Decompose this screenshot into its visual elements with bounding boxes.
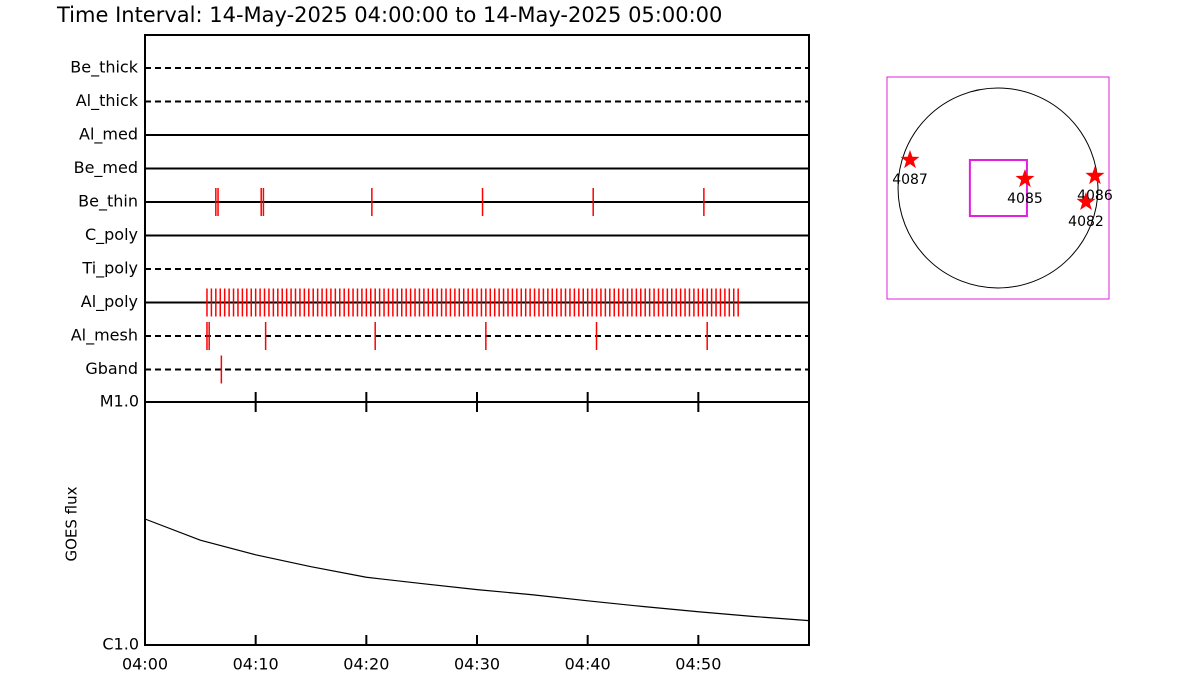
goes-line xyxy=(144,518,810,622)
x-tick-label: 04:20 xyxy=(343,655,389,674)
row-label: Be_thick xyxy=(70,58,138,78)
region-label: 4085 xyxy=(1007,191,1043,207)
region-star xyxy=(1015,169,1035,188)
row-label: Gband xyxy=(85,359,138,378)
row-label: Al_poly xyxy=(81,292,138,312)
row-label: Be_med xyxy=(74,158,138,178)
plot-title: Time Interval: 14-May-2025 04:00:00 to 1… xyxy=(56,3,722,27)
row-label: Be_thin xyxy=(78,192,138,212)
solar-disk xyxy=(897,87,1099,289)
y-tick-label: M1.0 xyxy=(100,392,139,411)
row-label: Al_mesh xyxy=(71,326,138,346)
region-label: 4082 xyxy=(1068,214,1104,230)
row-label: C_poly xyxy=(85,225,138,245)
region-star xyxy=(1085,166,1105,185)
x-tick-label: 04:40 xyxy=(565,655,611,674)
x-tick-label: 04:30 xyxy=(454,655,500,674)
row-label: Al_thick xyxy=(76,91,139,111)
region-label: 4087 xyxy=(892,172,928,188)
x-tick-label: 04:00 xyxy=(122,655,168,674)
field-of-view xyxy=(968,158,1028,218)
row-label: Ti_poly xyxy=(81,259,138,279)
region-star xyxy=(1076,192,1096,210)
row-label: Al_med xyxy=(79,125,138,145)
map-frame xyxy=(886,76,1110,300)
x-tick-label: 04:10 xyxy=(233,655,279,674)
y-tick-label: C1.0 xyxy=(102,635,139,654)
region-star xyxy=(900,150,920,169)
x-tick-label: 04:50 xyxy=(675,655,721,674)
y-axis-label: GOES flux xyxy=(63,486,81,561)
